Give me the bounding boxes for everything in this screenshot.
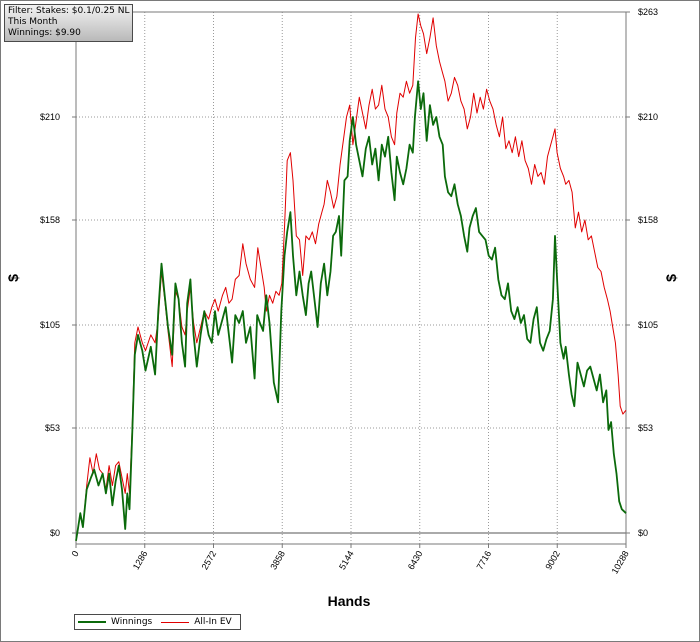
y-axis-label-right: $ [663, 274, 679, 282]
legend-item-allin: All-In EV [161, 617, 232, 627]
y-tick-label-left: $210 [40, 112, 60, 122]
y-tick-label-right: $210 [638, 112, 658, 122]
legend-item-winnings: Winnings [78, 617, 152, 627]
x-tick-label: 3858 [268, 549, 287, 571]
x-tick-label: 9002 [543, 549, 562, 571]
x-tick-label: 10288 [610, 549, 631, 576]
axes: $0$0$53$53$105$105$158$158$210$210$263$2… [40, 7, 658, 576]
y-tick-label-left: $53 [45, 423, 60, 433]
y-tick-label-right: $0 [638, 528, 648, 538]
x-tick-label: 6430 [406, 549, 425, 571]
series-lines [75, 13, 627, 542]
x-tick-label: 5144 [337, 549, 356, 571]
filter-info-box: Filter: Stakes: $0.1/0.25 NL This Month … [4, 4, 133, 42]
legend-label-winnings: Winnings [111, 617, 153, 627]
x-tick-label: 1286 [131, 549, 150, 571]
y-tick-label-right: $105 [638, 320, 658, 330]
grid [76, 11, 626, 544]
legend-label-allin: All-In EV [194, 617, 232, 627]
chart-legend: Winnings All-In EV [74, 614, 241, 630]
y-tick-label-right: $263 [638, 7, 658, 17]
x-tick-label: 0 [70, 549, 81, 558]
y-axis-label-left: $ [5, 274, 21, 282]
y-tick-label-right: $158 [638, 215, 658, 225]
y-tick-label-right: $53 [638, 423, 653, 433]
filter-period-text: This Month [8, 17, 58, 27]
y-tick-label-left: $158 [40, 215, 60, 225]
x-axis-label: Hands [328, 593, 371, 609]
filter-stakes-text: Filter: Stakes: $0.1/0.25 NL [8, 6, 130, 16]
filter-winnings-text: Winnings: $9.90 [8, 28, 81, 38]
x-tick-label: 2572 [200, 549, 219, 571]
y-tick-label-left: $105 [40, 320, 60, 330]
allin-swatch [161, 621, 190, 623]
x-tick-label: 7716 [475, 549, 494, 571]
winnings-line [75, 80, 627, 542]
y-tick-label-left: $0 [50, 528, 60, 538]
winnings-swatch [78, 621, 106, 623]
